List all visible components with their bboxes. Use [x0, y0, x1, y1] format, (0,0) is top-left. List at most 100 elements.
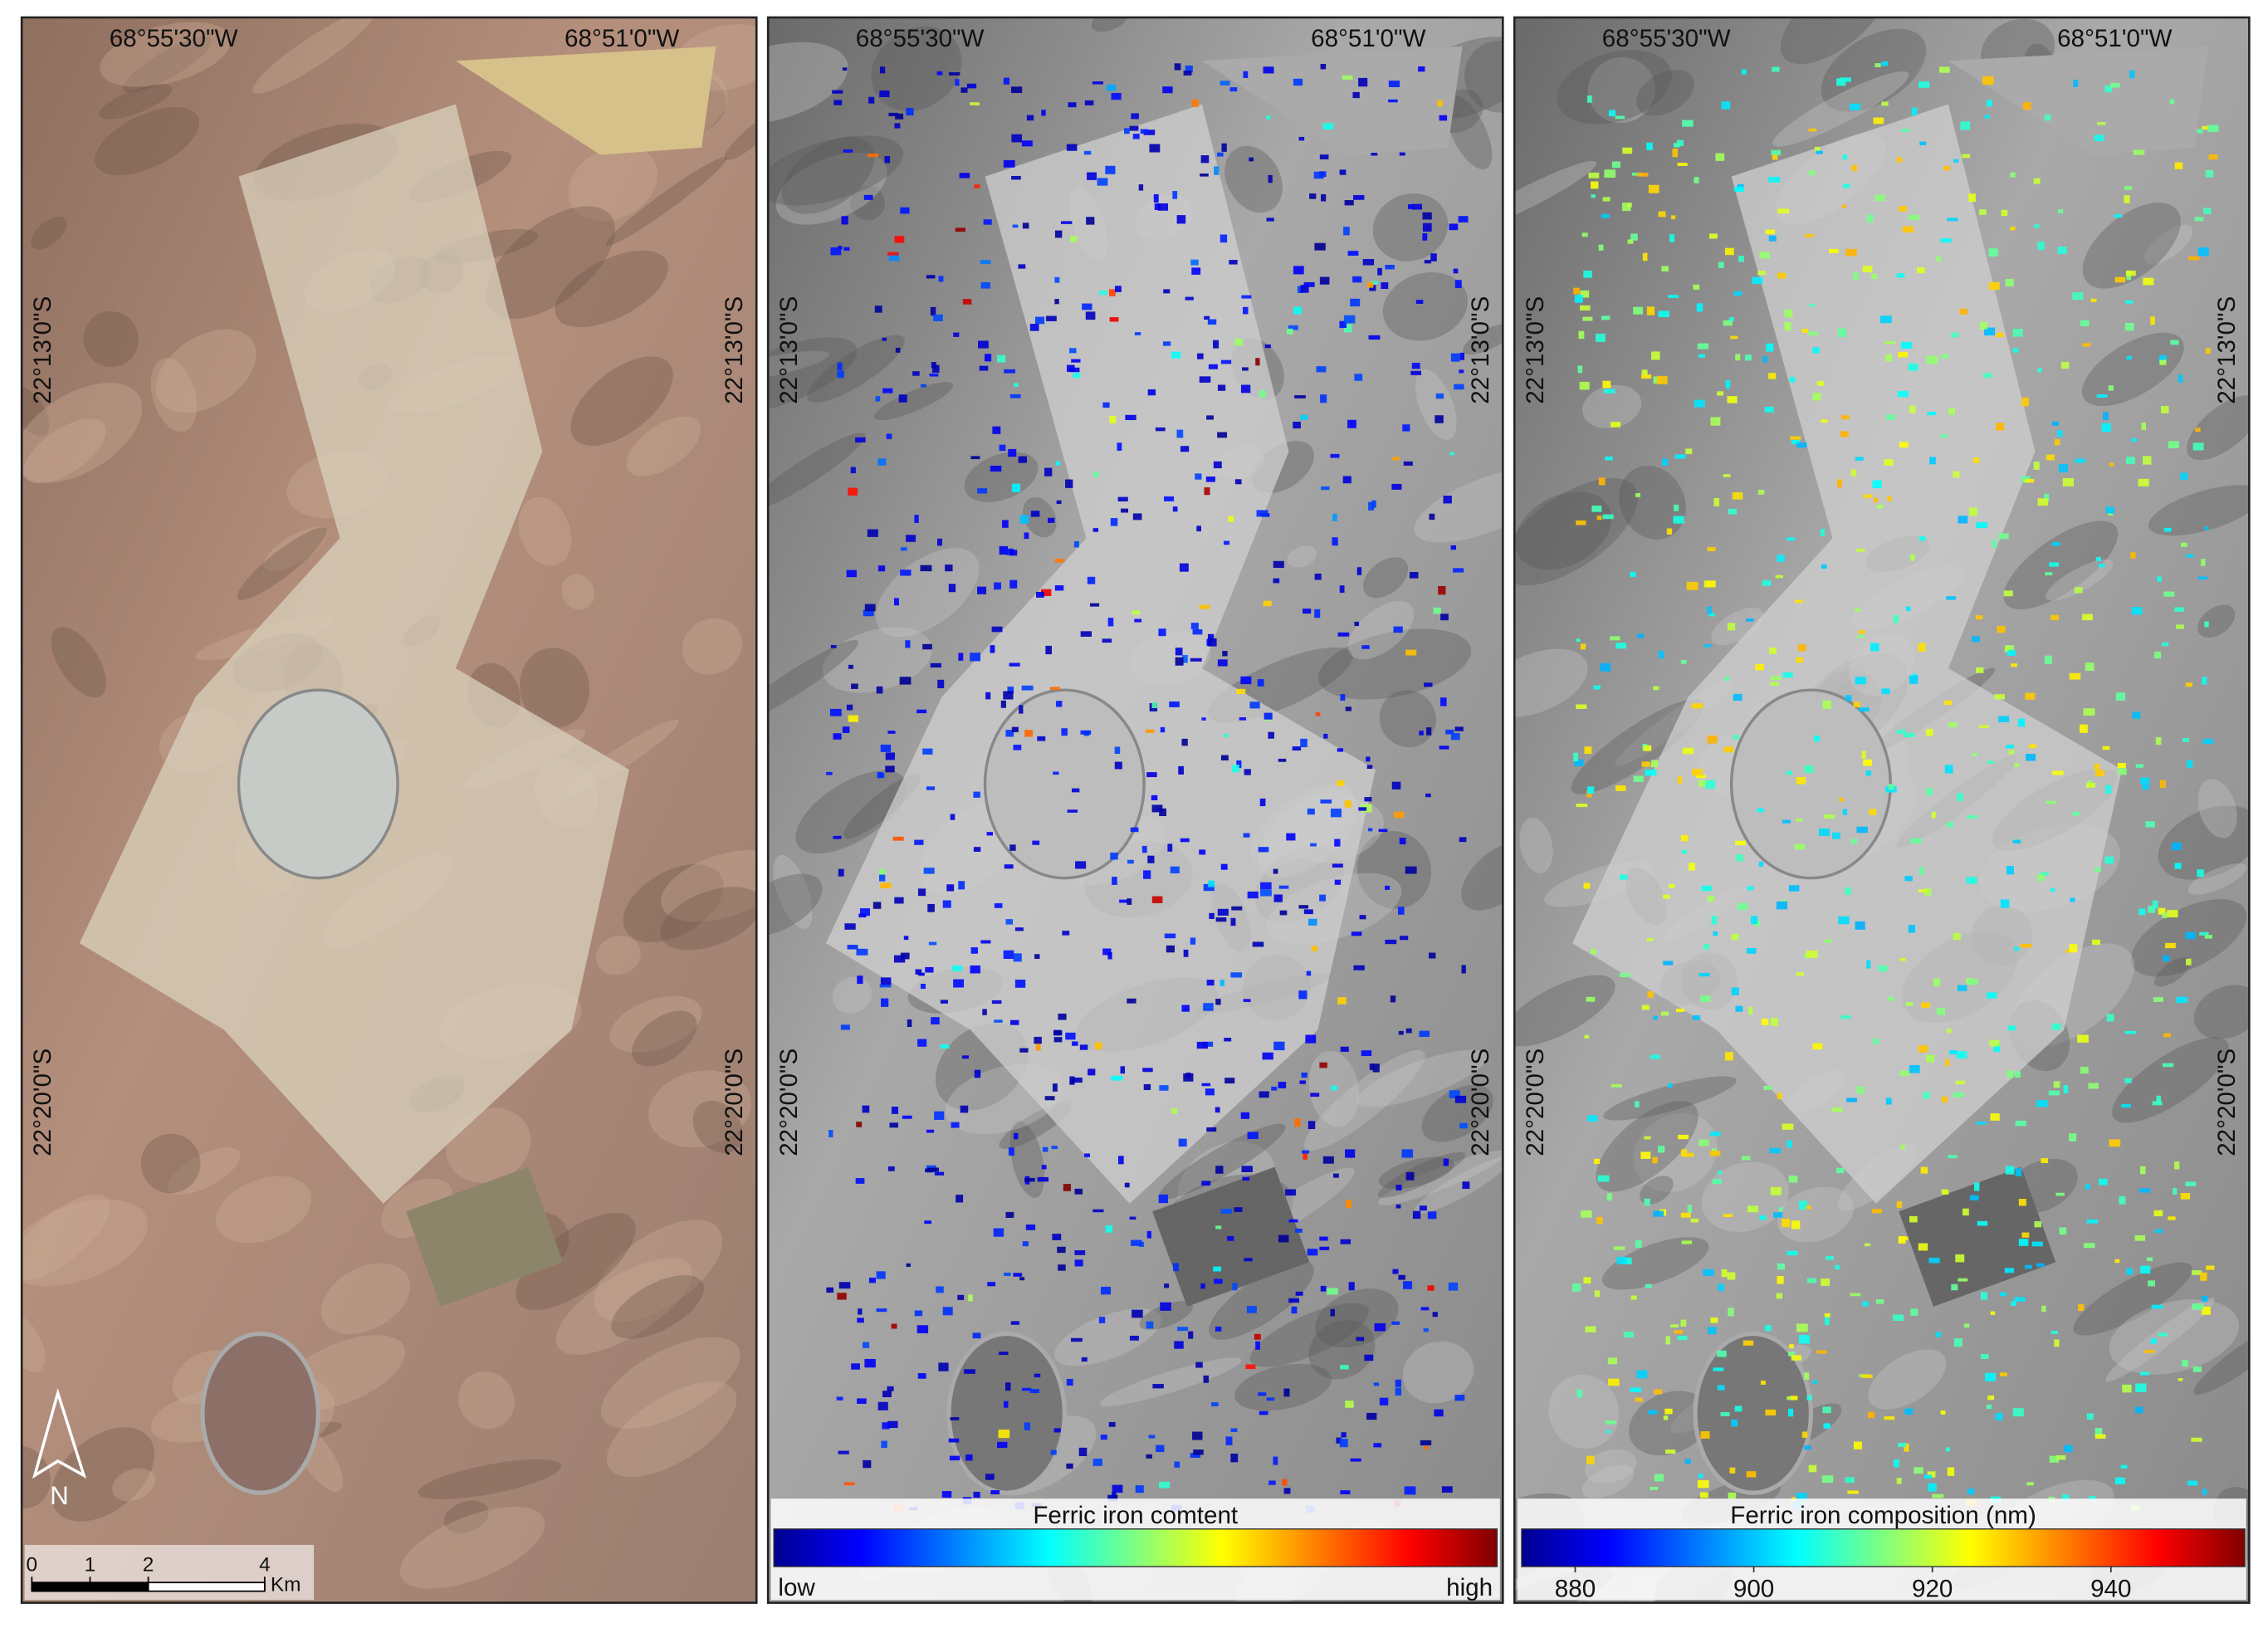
detection-pixel — [1129, 1216, 1136, 1220]
detection-pixel — [1872, 480, 1882, 489]
terrain — [1377, 1150, 1503, 1205]
detection-pixel — [2169, 99, 2175, 105]
detection-pixel — [2051, 421, 2060, 426]
detection-pixel — [1604, 169, 1616, 178]
terrain — [570, 356, 673, 446]
detection-pixel — [2139, 1371, 2150, 1376]
detection-pixel — [1340, 1046, 1349, 1052]
detection-pixel — [1433, 607, 1441, 614]
detection-pixel — [1111, 92, 1122, 100]
detection-pixel — [1127, 898, 1132, 905]
detection-pixel — [990, 465, 1002, 472]
detection-pixel — [1228, 516, 1234, 522]
detection-pixel — [1686, 581, 1699, 590]
detection-pixel — [848, 664, 853, 669]
detection-pixel — [1345, 1401, 1354, 1408]
detection-pixel — [1454, 1395, 1465, 1401]
detection-pixel — [1131, 1239, 1142, 1246]
detection-pixel — [1419, 731, 1424, 736]
detection-pixel — [1014, 1132, 1019, 1140]
detection-pixel — [1179, 563, 1189, 572]
detection-pixel — [974, 184, 980, 188]
detection-pixel — [1727, 1272, 1736, 1280]
detection-pixel — [1680, 659, 1687, 664]
detection-pixel — [1757, 490, 1765, 495]
detection-pixel — [1966, 814, 1978, 819]
detection-pixel — [1956, 793, 1964, 801]
detection-pixel — [1769, 648, 1777, 654]
detection-pixel — [1003, 77, 1010, 85]
detection-pixel — [1151, 794, 1158, 800]
detection-pixel — [1183, 949, 1189, 957]
detection-pixel — [1654, 1474, 1664, 1482]
detection-pixel — [2176, 624, 2184, 629]
longitude-label: 68°55'30"W — [1602, 25, 1731, 52]
detection-pixel — [2006, 650, 2016, 656]
detection-pixel — [1183, 71, 1192, 76]
detection-pixel — [1257, 679, 1264, 687]
detection-pixel — [1976, 1121, 1987, 1125]
detection-pixel — [2134, 1406, 2143, 1414]
detection-pixel — [879, 868, 886, 875]
detection-pixel — [1347, 251, 1359, 256]
detection-pixel — [972, 1332, 981, 1339]
detection-pixel — [921, 384, 926, 388]
detection-pixel — [882, 388, 893, 394]
terrain — [237, 527, 327, 600]
detection-pixel — [2115, 692, 2126, 701]
detection-pixel — [1067, 809, 1078, 813]
detection-pixel — [1670, 1324, 1679, 1327]
detection-pixel — [1669, 234, 1675, 242]
detection-pixel — [1053, 1030, 1063, 1035]
detection-pixel — [1391, 483, 1402, 490]
open-pit — [200, 1331, 320, 1495]
detection-pixel — [1278, 1082, 1287, 1088]
detection-pixel — [1426, 727, 1432, 736]
detection-pixel — [851, 683, 858, 689]
scale-bar-label: 0 — [27, 1553, 38, 1576]
detection-pixel — [1630, 233, 1638, 241]
detection-pixel — [1865, 770, 1871, 776]
detection-pixel — [2135, 1383, 2147, 1392]
detection-pixel — [1372, 1063, 1380, 1073]
detection-pixel — [991, 1000, 1002, 1005]
detection-pixel — [1449, 1090, 1460, 1098]
detection-pixel — [1723, 677, 1730, 682]
detection-pixel — [1367, 828, 1373, 832]
detection-pixel — [933, 314, 943, 321]
detection-pixel — [877, 771, 883, 779]
detection-pixel — [1175, 657, 1184, 666]
detection-pixel — [1288, 325, 1298, 330]
detection-pixel — [1944, 765, 1953, 774]
detection-pixel — [1348, 1282, 1355, 1291]
detection-pixel — [1994, 694, 2005, 700]
terrain — [458, 1371, 515, 1430]
detection-pixel — [1074, 1250, 1086, 1255]
detection-pixel — [1880, 315, 1892, 324]
detection-pixel — [1249, 157, 1254, 162]
detection-pixel — [1960, 121, 1971, 130]
detection-pixel — [1669, 883, 1675, 888]
detection-pixel — [2160, 406, 2169, 413]
detection-pixel — [2024, 478, 2035, 483]
detection-pixel — [1063, 1184, 1072, 1191]
detection-pixel — [1225, 1436, 1233, 1445]
detection-pixel — [2185, 682, 2193, 687]
detection-pixel — [2020, 943, 2032, 948]
detection-pixel — [1045, 645, 1052, 655]
detection-pixel — [1192, 1431, 1203, 1440]
detection-pixel — [1935, 1332, 1942, 1337]
detection-pixel — [1948, 1155, 1958, 1159]
detection-pixel — [934, 1111, 945, 1120]
detection-pixel — [1013, 1273, 1023, 1277]
detection-pixel — [1646, 142, 1653, 150]
detection-pixel — [881, 1440, 887, 1449]
detection-pixel — [1896, 1200, 1903, 1208]
detection-pixel — [846, 570, 857, 578]
detection-pixel — [1576, 1389, 1583, 1398]
detection-pixel — [1035, 1042, 1041, 1051]
detection-pixel — [1320, 799, 1332, 804]
detection-pixel — [985, 692, 991, 700]
mine-area — [1571, 104, 2123, 1204]
